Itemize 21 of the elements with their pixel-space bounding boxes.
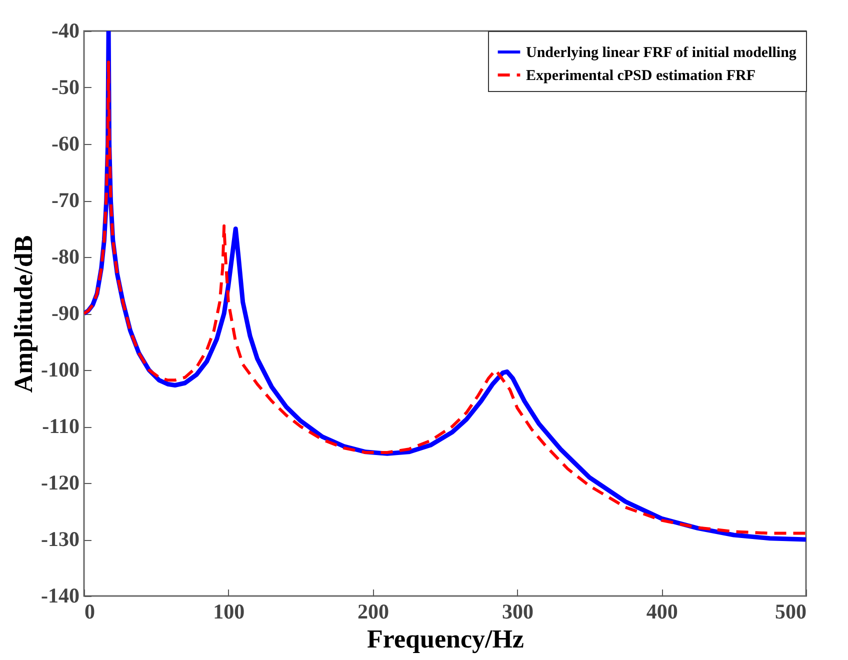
y-tick-label: -90 — [52, 301, 80, 325]
y-tick-label: -130 — [41, 527, 80, 551]
x-tick-label: 300 — [502, 600, 534, 624]
y-tick-label: -40 — [52, 18, 80, 42]
y-tick-label: -100 — [41, 358, 80, 382]
y-tick-label: -140 — [41, 584, 80, 608]
legend-label: Experimental cPSD estimation FRF — [526, 68, 756, 84]
x-axis-title: Frequency/Hz — [367, 624, 524, 654]
x-tick-label: 400 — [646, 600, 678, 624]
legend-label: Underlying linear FRF of initial modelling — [526, 45, 797, 61]
x-tick-label: 100 — [213, 600, 245, 624]
y-axis-title: Amplitude/dB — [9, 235, 38, 393]
y-tick-label: -70 — [52, 188, 80, 212]
y-tick-label: -80 — [52, 244, 80, 268]
y-tick-label: -120 — [41, 470, 80, 494]
x-tick-label: 0 — [84, 600, 95, 624]
y-tick-label: -50 — [52, 75, 80, 99]
x-tick-label: 200 — [358, 600, 390, 624]
y-tick-label: -60 — [52, 132, 80, 156]
y-tick-label: -110 — [42, 414, 80, 438]
x-tick-label: 500 — [775, 600, 806, 624]
